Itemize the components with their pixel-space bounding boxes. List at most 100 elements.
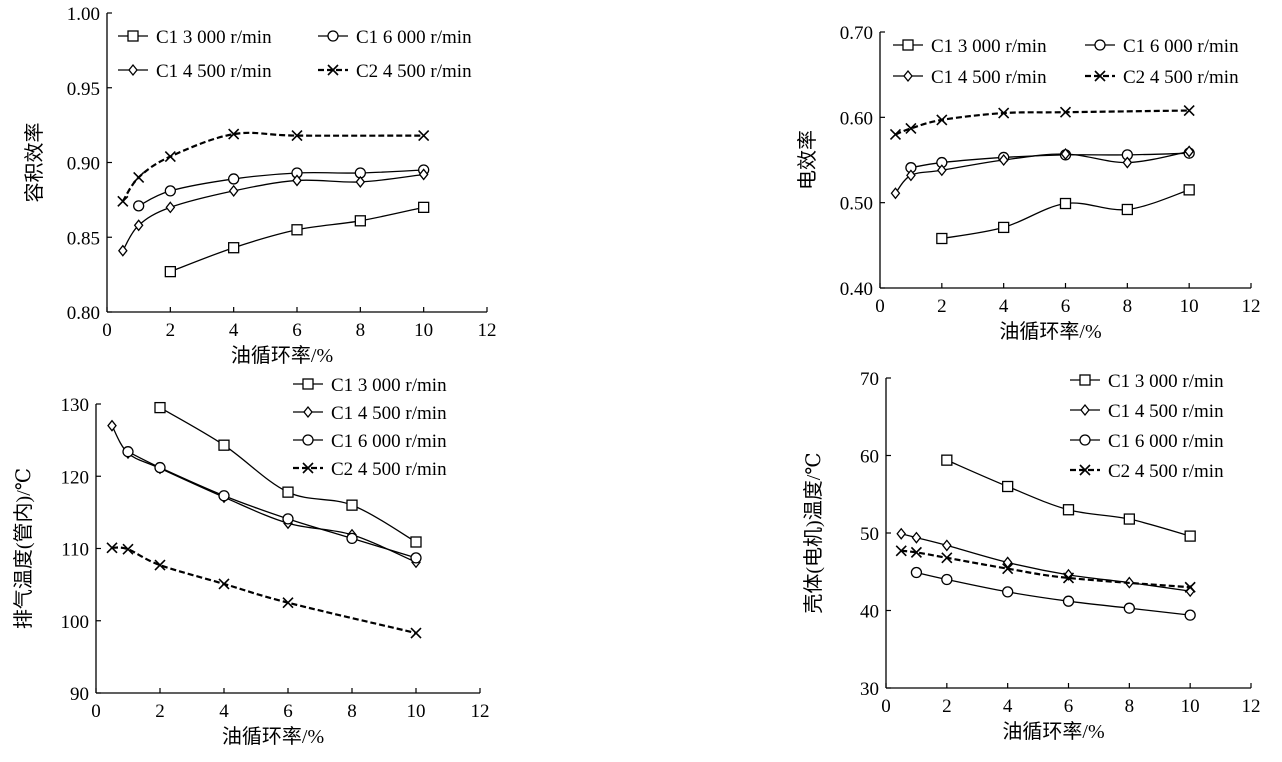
data-point [164, 150, 176, 163]
data-point [354, 215, 366, 227]
data-point [1122, 156, 1133, 169]
y-tick-label: 0.80 [67, 303, 100, 324]
data-point [133, 200, 145, 212]
data-point [291, 224, 303, 236]
x-tick-label: 6 [1061, 296, 1071, 317]
data-point [906, 169, 916, 182]
legend-marker [1079, 374, 1091, 386]
data-point [1002, 586, 1014, 598]
legend-entry: C1 4 500 r/min [331, 403, 447, 424]
data-point [1184, 581, 1196, 593]
data-point [1060, 147, 1071, 161]
data-point [117, 195, 129, 207]
data-point [228, 242, 240, 254]
x-axis-label: 油循环率/% [222, 725, 324, 748]
legend-entry: C1 6 000 r/min [331, 431, 447, 452]
legend: C1 3 000 r/min C1 6 000 r/min C1 4 500 r/m… [118, 27, 472, 82]
data-point [1183, 184, 1195, 196]
data-point [942, 539, 952, 552]
x-tick-label: 6 [292, 320, 302, 341]
x-axis-label: 油循环率/% [231, 344, 333, 367]
data-point [282, 486, 294, 498]
x-tick-label: 4 [229, 320, 239, 341]
y-tick-label: 130 [61, 395, 90, 416]
data-point [905, 122, 917, 134]
data-point [1002, 556, 1013, 569]
legend-marker [302, 378, 314, 390]
series-line [138, 169, 424, 207]
x-tick-label: 10 [1180, 296, 1199, 317]
y-tick-label: 0.50 [840, 194, 873, 215]
legend: C1 3 000 r/min C1 6 000 r/min C1 4 500 r/m… [893, 36, 1239, 88]
data-point [410, 552, 422, 564]
y-axis-label: 容积效率 [23, 123, 46, 203]
x-tick-label: 12 [478, 320, 497, 341]
x-tick-label: 10 [407, 701, 426, 722]
x-tick-label: 4 [999, 296, 1009, 317]
x-tick-label: 8 [1125, 696, 1135, 717]
y-tick-label: 0.70 [840, 23, 873, 44]
data-point [1062, 572, 1075, 584]
data-point [1062, 504, 1075, 516]
data-point [410, 627, 422, 639]
data-point [936, 114, 948, 126]
data-point [133, 219, 144, 232]
legend-marker [1094, 39, 1106, 51]
data-point [1123, 602, 1135, 614]
legend-marker [1094, 70, 1106, 82]
legend-entry: C1 3 000 r/min [931, 36, 1047, 57]
data-point [941, 454, 953, 466]
data-point [1002, 563, 1014, 575]
legend-marker [327, 64, 339, 76]
data-point [941, 573, 953, 586]
x-tick-label: 2 [166, 320, 176, 341]
data-point [154, 461, 166, 474]
data-point [292, 174, 302, 187]
data-point [106, 542, 118, 554]
data-point [1002, 480, 1014, 493]
legend: C1 3 000 r/min C1 4 500 r/min C1 6 000 r/m… [1070, 371, 1224, 482]
data-point [346, 499, 358, 511]
legend-marker [1079, 434, 1091, 446]
data-point [941, 552, 953, 564]
y-tick-label: 60 [860, 447, 879, 468]
data-point [418, 201, 430, 214]
data-point [1121, 203, 1133, 216]
data-point [418, 168, 429, 181]
data-point [1123, 513, 1135, 525]
y-axis-label: 电效率 [796, 130, 819, 190]
data-point [895, 545, 907, 557]
x-tick-label: 12 [1242, 696, 1261, 717]
x-tick-label: 8 [1123, 296, 1133, 317]
y-tick-label: 100 [61, 612, 90, 633]
y-tick-label: 40 [860, 602, 879, 623]
y-tick-label: 110 [61, 540, 89, 561]
data-point [1059, 106, 1072, 118]
data-point [936, 232, 948, 245]
y-tick-label: 1.00 [67, 4, 100, 25]
data-point [1184, 530, 1196, 542]
legend: C1 3 000 r/min C1 4 500 r/min C1 6 000 r/m… [293, 375, 447, 480]
data-point [1062, 595, 1075, 607]
data-point [218, 490, 230, 502]
series-line [170, 206, 424, 273]
data-point [410, 536, 422, 548]
x-axis-label: 油循环率/% [1002, 720, 1104, 743]
x-tick-label: 12 [1242, 296, 1261, 317]
legend-entry: C1 6 000 r/min [356, 27, 472, 48]
legend-marker [902, 39, 914, 51]
x-tick-label: 0 [102, 320, 112, 341]
legend-entry: C2 4 500 r/min [331, 459, 447, 480]
chart-3: 0 2 4 6 8 10 12 90 100 110 120 130 油循环率/% 排气温度(管内)/℃ C… [12, 375, 490, 748]
series-line [111, 546, 417, 635]
y-tick-label: 90 [70, 684, 89, 705]
y-axis-label: 壳体(电机)温度/℃ [802, 452, 825, 613]
y-tick-label: 50 [860, 524, 879, 545]
legend-entry: C1 4 500 r/min [931, 67, 1047, 88]
x-tick-label: 0 [881, 696, 891, 717]
y-axis-label: 排气温度(管内)/℃ [12, 468, 35, 629]
x-tick-label: 10 [1181, 696, 1200, 717]
data-point [164, 265, 176, 278]
legend-marker [303, 405, 313, 419]
